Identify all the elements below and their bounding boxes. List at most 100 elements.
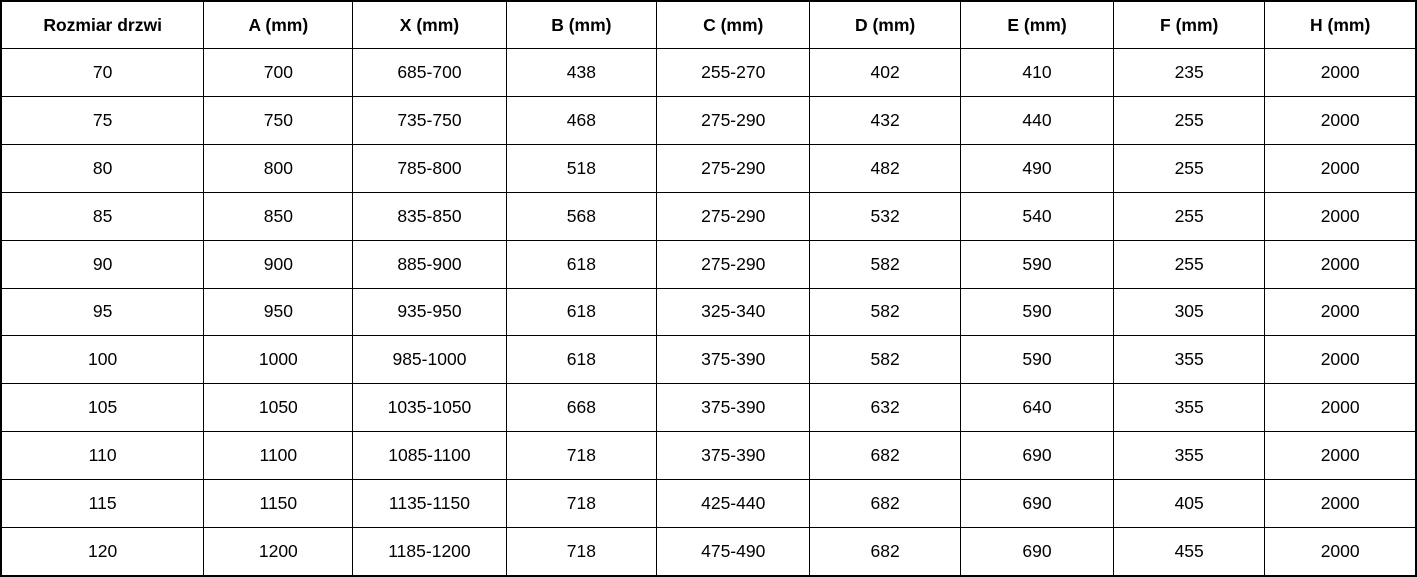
dimension-cell: 568 bbox=[505, 191, 658, 241]
dimension-cell: 682 bbox=[809, 527, 961, 577]
dimension-cell: 682 bbox=[809, 431, 961, 481]
door-size-cell: 110 bbox=[0, 431, 205, 481]
dimension-cell: 1035-1050 bbox=[352, 383, 507, 433]
dimension-cell: 950 bbox=[203, 287, 354, 337]
dimension-cell: 582 bbox=[809, 239, 961, 289]
table-row: 120 1200 1185-1200 718 475-490 682 690 455 2000 bbox=[0, 527, 1417, 577]
dimension-cell: 2000 bbox=[1264, 335, 1417, 385]
dimension-cell: 668 bbox=[505, 383, 658, 433]
header-cell: X (mm) bbox=[352, 0, 507, 49]
door-size-cell: 95 bbox=[0, 287, 205, 337]
dimension-cell: 255 bbox=[1113, 191, 1266, 241]
dimension-cell: 1000 bbox=[203, 335, 354, 385]
table-row: 85 850 835-850 568 275-290 532 540 255 2000 bbox=[0, 191, 1417, 241]
dimension-cell: 255 bbox=[1113, 143, 1266, 193]
table-row: 95 950 935-950 618 325-340 582 590 305 2000 bbox=[0, 287, 1417, 337]
dimension-cell: 1100 bbox=[203, 431, 354, 481]
header-cell-door-size: Rozmiar drzwi bbox=[0, 0, 205, 49]
dimension-cell: 1185-1200 bbox=[352, 527, 507, 577]
header-cell: E (mm) bbox=[959, 0, 1115, 49]
dimension-cell: 2000 bbox=[1264, 95, 1417, 145]
dimension-cell: 275-290 bbox=[656, 191, 811, 241]
dimension-cell: 785-800 bbox=[352, 143, 507, 193]
header-row: Rozmiar drzwi A (mm) X (mm) B (mm) C (mm) D (… bbox=[0, 0, 1417, 49]
dimension-cell: 590 bbox=[959, 335, 1115, 385]
door-size-cell: 115 bbox=[0, 479, 205, 529]
dimension-cell: 468 bbox=[505, 95, 658, 145]
dimension-cell: 718 bbox=[505, 431, 658, 481]
dimension-cell: 235 bbox=[1113, 48, 1266, 97]
door-size-cell: 90 bbox=[0, 239, 205, 289]
header-cell: F (mm) bbox=[1113, 0, 1266, 49]
dimension-cell: 325-340 bbox=[656, 287, 811, 337]
door-size-cell: 70 bbox=[0, 48, 205, 97]
header-cell: A (mm) bbox=[203, 0, 354, 49]
table-body: 70 700 685-700 438 255-270 402 410 235 2000 75 750… bbox=[0, 48, 1417, 577]
dimension-cell: 255 bbox=[1113, 95, 1266, 145]
table-row: 70 700 685-700 438 255-270 402 410 235 2000 bbox=[0, 48, 1417, 97]
dimension-cell: 800 bbox=[203, 143, 354, 193]
door-size-cell: 75 bbox=[0, 95, 205, 145]
dimension-cell: 582 bbox=[809, 287, 961, 337]
dimension-cell: 2000 bbox=[1264, 48, 1417, 97]
dimension-cell: 618 bbox=[505, 287, 658, 337]
dimension-cell: 735-750 bbox=[352, 95, 507, 145]
dimension-cell: 440 bbox=[959, 95, 1115, 145]
dimension-cell: 482 bbox=[809, 143, 961, 193]
header-cell: B (mm) bbox=[505, 0, 658, 49]
dimension-cell: 985-1000 bbox=[352, 335, 507, 385]
dimension-cell: 682 bbox=[809, 479, 961, 529]
dimension-cell: 355 bbox=[1113, 431, 1266, 481]
dimension-cell: 618 bbox=[505, 239, 658, 289]
header-cell: D (mm) bbox=[809, 0, 961, 49]
dimension-cell: 425-440 bbox=[656, 479, 811, 529]
dimension-cell: 835-850 bbox=[352, 191, 507, 241]
dimension-cell: 490 bbox=[959, 143, 1115, 193]
dimension-cell: 532 bbox=[809, 191, 961, 241]
dimension-cell: 2000 bbox=[1264, 191, 1417, 241]
dimension-cell: 935-950 bbox=[352, 287, 507, 337]
dimension-cell: 255 bbox=[1113, 239, 1266, 289]
dimension-cell: 640 bbox=[959, 383, 1115, 433]
dimension-cell: 690 bbox=[959, 527, 1115, 577]
door-size-cell: 85 bbox=[0, 191, 205, 241]
header-cell: H (mm) bbox=[1264, 0, 1417, 49]
table-row: 105 1050 1035-1050 668 375-390 632 640 355 2000 bbox=[0, 383, 1417, 433]
dimension-cell: 900 bbox=[203, 239, 354, 289]
table-row: 115 1150 1135-1150 718 425-440 682 690 405 2000 bbox=[0, 479, 1417, 529]
door-size-cell: 100 bbox=[0, 335, 205, 385]
dimension-cell: 885-900 bbox=[352, 239, 507, 289]
dimension-cell: 518 bbox=[505, 143, 658, 193]
dimension-cell: 355 bbox=[1113, 383, 1266, 433]
dimension-cell: 475-490 bbox=[656, 527, 811, 577]
table-row: 110 1100 1085-1100 718 375-390 682 690 355 2000 bbox=[0, 431, 1417, 481]
dimension-cell: 685-700 bbox=[352, 48, 507, 97]
door-size-cell: 105 bbox=[0, 383, 205, 433]
dimension-cell: 2000 bbox=[1264, 383, 1417, 433]
door-size-cell: 120 bbox=[0, 527, 205, 577]
dimension-cell: 632 bbox=[809, 383, 961, 433]
dimension-cell: 275-290 bbox=[656, 143, 811, 193]
dimension-cell: 1200 bbox=[203, 527, 354, 577]
dimension-cell: 432 bbox=[809, 95, 961, 145]
dimension-cell: 750 bbox=[203, 95, 354, 145]
dimension-cell: 255-270 bbox=[656, 48, 811, 97]
dimension-cell: 375-390 bbox=[656, 335, 811, 385]
dimension-cell: 2000 bbox=[1264, 431, 1417, 481]
dimension-cell: 540 bbox=[959, 191, 1115, 241]
dimension-cell: 438 bbox=[505, 48, 658, 97]
dimension-cell: 618 bbox=[505, 335, 658, 385]
dimension-cell: 405 bbox=[1113, 479, 1266, 529]
dimension-cell: 690 bbox=[959, 479, 1115, 529]
dimension-cell: 2000 bbox=[1264, 239, 1417, 289]
door-size-cell: 80 bbox=[0, 143, 205, 193]
dimension-cell: 1135-1150 bbox=[352, 479, 507, 529]
dimension-cell: 1050 bbox=[203, 383, 354, 433]
dimension-cell: 850 bbox=[203, 191, 354, 241]
dimension-cell: 590 bbox=[959, 287, 1115, 337]
header-cell: C (mm) bbox=[656, 0, 811, 49]
dimension-cell: 700 bbox=[203, 48, 354, 97]
dimension-cell: 718 bbox=[505, 479, 658, 529]
table-row: 90 900 885-900 618 275-290 582 590 255 2000 bbox=[0, 239, 1417, 289]
dimension-cell: 402 bbox=[809, 48, 961, 97]
